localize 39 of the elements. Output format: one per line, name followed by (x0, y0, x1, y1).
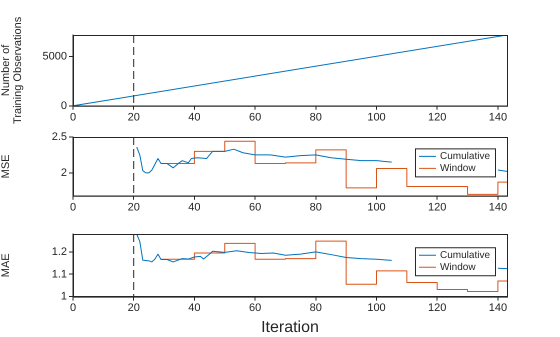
x-tick-label: 40 (188, 201, 201, 214)
y-tick-label: 1.2 (52, 246, 67, 258)
x-tick-label: 80 (310, 302, 322, 314)
x-tick-label: 60 (248, 302, 262, 314)
x-tick-label: 40 (188, 302, 201, 314)
legend-label: Window (440, 163, 476, 174)
x-tick-label: 20 (128, 302, 140, 314)
x-tick-label: 100 (367, 302, 386, 314)
x-tick-label: 140 (488, 111, 508, 124)
y-tick-label: 5000 (42, 50, 67, 62)
x-tick-label: 20 (128, 111, 140, 124)
x-tick-label: 60 (248, 111, 262, 124)
y-tick-label: 2 (60, 166, 67, 179)
x-tick-label: 100 (367, 111, 386, 124)
x-tick-label: 20 (128, 201, 140, 214)
x-tick-label: 120 (428, 302, 446, 314)
y-axis-title: MSE (0, 154, 12, 178)
legend-label: Cumulative (440, 250, 490, 262)
legend-label: Cumulative (440, 151, 490, 162)
y-tick-label: 0 (60, 100, 67, 112)
legend-label: Window (440, 262, 476, 274)
y-axis-title: MAE (0, 253, 12, 278)
x-tick-label: 80 (310, 111, 322, 124)
x-tick-label: 0 (70, 111, 76, 124)
x-tick-label: 0 (70, 201, 76, 214)
x-tick-label: 0 (70, 302, 76, 314)
x-tick-label: 120 (428, 201, 446, 214)
y-tick-label: 2.5 (52, 131, 67, 144)
x-tick-label: 40 (188, 111, 201, 124)
y-tick-label: 1 (60, 290, 67, 303)
x-tick-label: 100 (367, 201, 386, 214)
x-tick-label: 60 (248, 201, 262, 214)
y-axis-title: Number of Training Observations (0, 16, 24, 124)
x-tick-label: 120 (428, 111, 446, 124)
x-tick-label: 140 (488, 302, 508, 314)
x-tick-label: 80 (310, 201, 322, 214)
x-axis-title: Iteration (261, 318, 319, 336)
x-tick-label: 140 (488, 201, 508, 214)
y-tick-label: 1.1 (52, 268, 67, 280)
